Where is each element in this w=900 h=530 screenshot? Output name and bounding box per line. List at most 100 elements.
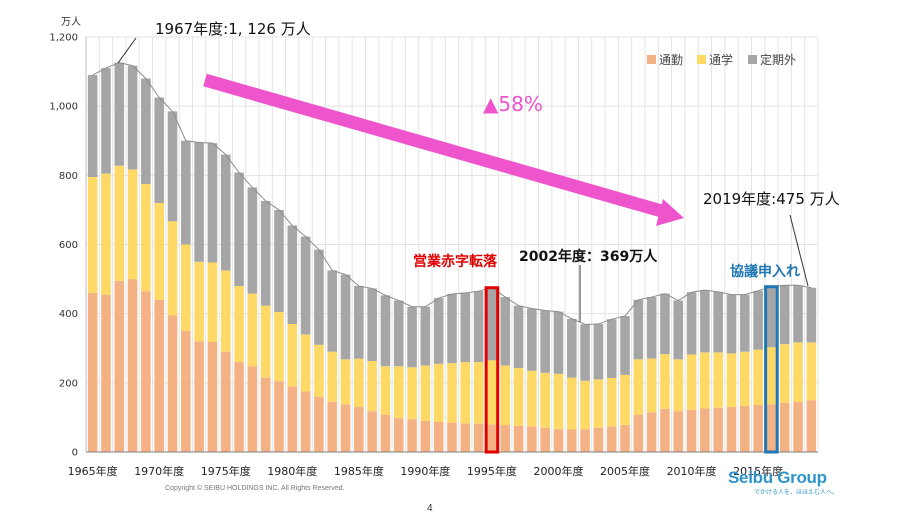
bar-通学-1967 [114,165,125,281]
bar-通勤-2011 [700,408,710,452]
x-tick-label: 1990年度 [400,464,450,478]
bar-通勤-1969 [141,291,151,452]
bar-通学-2012 [713,352,723,408]
bar-通勤-1968 [127,279,138,452]
y-tick-label: 1,200 [49,33,78,44]
bar-通勤-2010 [686,409,697,452]
x-tick-label: 1980年度 [267,464,317,478]
bar-定期外-1981 [300,236,311,335]
legend-swatch-通学 [697,55,706,64]
bar-通学-1999 [540,372,550,428]
bar-定期外-1999 [540,310,550,373]
bar-定期外-2019 [806,287,817,343]
bar-通学-1973 [194,261,204,342]
bar-通学-2010 [686,354,697,410]
peak-leader-line [117,37,137,64]
bar-定期外-1970 [154,97,164,203]
bar-定期外-2012 [713,291,723,353]
bar-定期外-1988 [393,300,404,367]
bar-通学-2009 [673,359,684,412]
bar-定期外-2014 [740,294,750,352]
bar-定期外-1980 [287,225,298,325]
bar-定期外-1965 [87,75,98,178]
bar-通勤-1996 [500,425,511,452]
bar-通勤-2004 [606,426,617,452]
bar-通勤-1982 [314,396,324,452]
bar-通勤-1993 [460,423,471,452]
bar-定期外-1982 [314,249,324,345]
bar-通勤-1973 [194,341,204,452]
bar-定期外-1993 [460,292,471,363]
bar-通勤-1999 [540,427,550,452]
bar-通学-1984 [340,359,351,405]
x-tick-label: 2015年度 [733,464,783,478]
bar-定期外-1968 [127,65,138,170]
bar-通勤-2000 [553,429,564,452]
y-axis: 0 200 400 600 800 1,000 1,200 [49,33,87,459]
bar-通学-1978 [260,305,271,378]
bar-通勤-2002 [580,429,590,452]
bar-通学-1991 [433,363,444,422]
bar-通学-1971 [167,221,178,316]
decline-percent-label: ▲58% [483,92,543,116]
bar-定期外-2015 [753,290,763,350]
bar-通勤-1997 [513,425,524,452]
bar-通学-2002 [580,380,590,430]
bar-通勤-1977 [247,366,258,452]
agreement-annotation: 協議申入れ [730,263,800,280]
year-2002-annotation: 2002年度：369万人 [519,248,658,265]
bar-通学-1998 [527,370,537,427]
bar-通勤-1990 [420,420,431,452]
bar-定期外-1991 [433,298,444,364]
bar-通学-1988 [393,366,404,419]
bar-通学-1993 [460,362,471,424]
bar-定期外-2003 [593,324,604,380]
bar-通勤-1989 [407,419,417,452]
bar-通学-1990 [420,365,431,421]
bar-定期外-1997 [513,305,524,368]
bar-通学-1989 [407,367,417,420]
bar-通学-1970 [154,203,164,300]
bar-定期外-2004 [606,319,617,378]
bar-定期外-1974 [207,143,218,263]
bar-通勤-1981 [300,391,311,452]
bar-通勤-1970 [154,299,164,452]
year-2019-annotation: 2019年度:475 万人 [703,190,840,208]
bar-定期外-2006 [633,299,644,360]
y-tick-label: 800 [59,171,78,182]
bar-通勤-1998 [527,426,537,452]
bar-通勤-1992 [447,422,457,452]
bar-通学-1986 [367,361,377,412]
x-tick-label: 2000年度 [533,464,583,478]
copyright-text: Copyright © SEIBU HOLDINGS INC. All Righ… [165,485,345,492]
bar-通勤-2009 [673,411,684,452]
bar-通勤-1983 [327,401,338,452]
bar-通学-2005 [620,374,630,426]
bar-通学-2001 [566,377,577,430]
bar-通学-2003 [593,379,604,428]
bar-通勤-1979 [274,381,284,452]
bar-定期外-2017 [779,285,790,345]
bar-通学-2019 [806,342,817,401]
bar-通勤-1966 [101,294,111,452]
bar-通学-1966 [101,173,111,295]
bar-定期外-1971 [167,111,178,222]
legend-swatch-通勤 [647,55,656,64]
bar-定期外-1986 [367,288,377,362]
legend-label-通勤: 通勤 [659,53,683,67]
bar-通勤-2001 [566,429,577,452]
bar-通学-1994 [473,362,484,424]
total-trend-line [92,62,812,325]
highlight-box-1995 [484,286,500,454]
y-tick-label: 600 [59,240,78,251]
bar-定期外-2011 [700,290,710,353]
bar-定期外-1975 [220,154,231,271]
bar-定期外-1976 [234,172,244,286]
bar-通勤-1980 [287,386,298,452]
bar-通学-1977 [247,293,258,367]
x-tick-label: 2005年度 [600,464,650,478]
bar-通学-1974 [207,262,218,343]
bar-定期外-1989 [407,306,417,368]
bar-通勤-2019 [806,400,817,452]
bar-通学-2016 [766,347,777,405]
